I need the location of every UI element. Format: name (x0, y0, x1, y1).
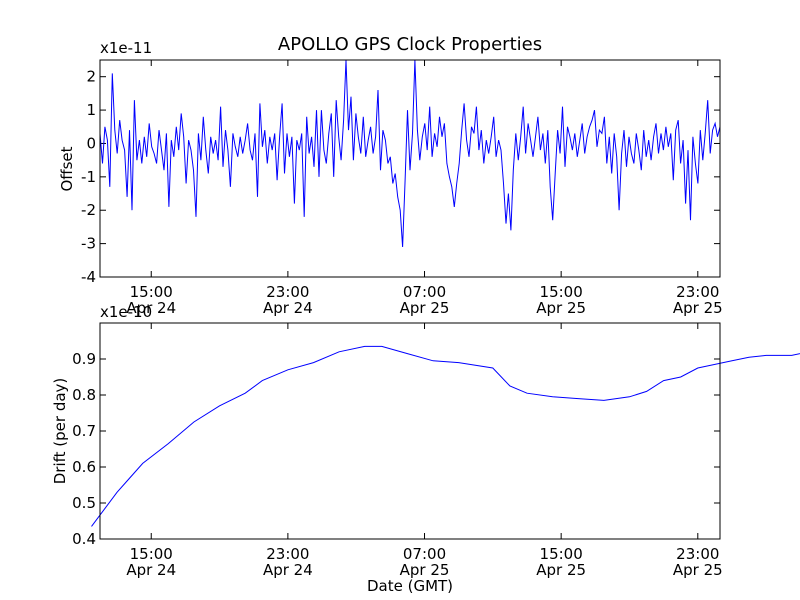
drift-xtick-time-label: 23:00 (266, 545, 309, 563)
offset-ytick-label: 0 (86, 134, 96, 152)
drift-ytick-label: 0.9 (72, 350, 96, 368)
offset-xtick-time-label: 07:00 (403, 283, 446, 301)
offset-ytick-label: 2 (86, 68, 96, 86)
drift-xtick-time-label: 15:00 (540, 545, 583, 563)
offset-axes-frame (99, 59, 721, 278)
drift-xlabel: Date (GMT) (367, 577, 453, 595)
drift-y-ticks: 0.4 0.5 0.6 0.7 0.8 0.9 (72, 350, 720, 548)
offset-y-ticks: -4 -3 -2 -1 0 1 2 (81, 68, 720, 286)
offset-xtick-time-label: 15:00 (540, 283, 583, 301)
offset-xtick-date-label: Apr 25 (400, 299, 450, 317)
figure-title: APOLLO GPS Clock Properties (278, 34, 542, 55)
drift-ytick-label: 0.7 (72, 422, 96, 440)
drift-ytick-label: 0.6 (72, 458, 96, 476)
drift-series-line (91, 345, 800, 527)
offset-xtick-date-label: Apr 25 (673, 299, 723, 317)
drift-xtick-date-label: Apr 25 (400, 561, 450, 579)
drift-xtick-date-label: Apr 25 (673, 561, 723, 579)
drift-ytick-label: 0.5 (72, 494, 96, 512)
drift-xtick-time-label: 23:00 (676, 545, 719, 563)
offset-ytick-label: 1 (86, 101, 96, 119)
drift-xtick-time-label: 07:00 (403, 545, 446, 563)
offset-ytick-label: -2 (81, 201, 96, 219)
drift-panel: x1e-10 Drift (per day) 0.40.50.60.70.80.… (51, 303, 800, 595)
offset-xtick-time-label: 23:00 (266, 283, 309, 301)
drift-xtick-date-label: Apr 25 (536, 561, 586, 579)
drift-ylabel: Drift (per day) (51, 378, 69, 485)
drift-ytick-label: 0.4 (72, 530, 96, 548)
offset-multiplier-label: x1e-11 (100, 39, 152, 57)
drift-xtick-time-label: 15:00 (130, 545, 173, 563)
drift-xtick-date-label: Apr 24 (126, 561, 176, 579)
drift-xtick-date-label: Apr 24 (263, 561, 313, 579)
drift-axes-frame (99, 322, 721, 540)
offset-ylabel: Offset (58, 146, 76, 191)
offset-ytick-label: -1 (81, 168, 96, 186)
offset-ytick-label: -4 (81, 268, 96, 286)
offset-ytick-label: -3 (81, 235, 96, 253)
drift-ytick-label: 0.8 (72, 386, 96, 404)
offset-xtick-time-label: 23:00 (676, 283, 719, 301)
offset-xtick-time-label: 15:00 (130, 283, 173, 301)
offset-xtick-date-label: Apr 25 (536, 299, 586, 317)
offset-xtick-date-label: Apr 24 (263, 299, 313, 317)
drift-multiplier-label: x1e-10 (100, 303, 152, 321)
offset-series-line (99, 59, 721, 248)
offset-xtick-date-label: Apr 24 (126, 299, 176, 317)
